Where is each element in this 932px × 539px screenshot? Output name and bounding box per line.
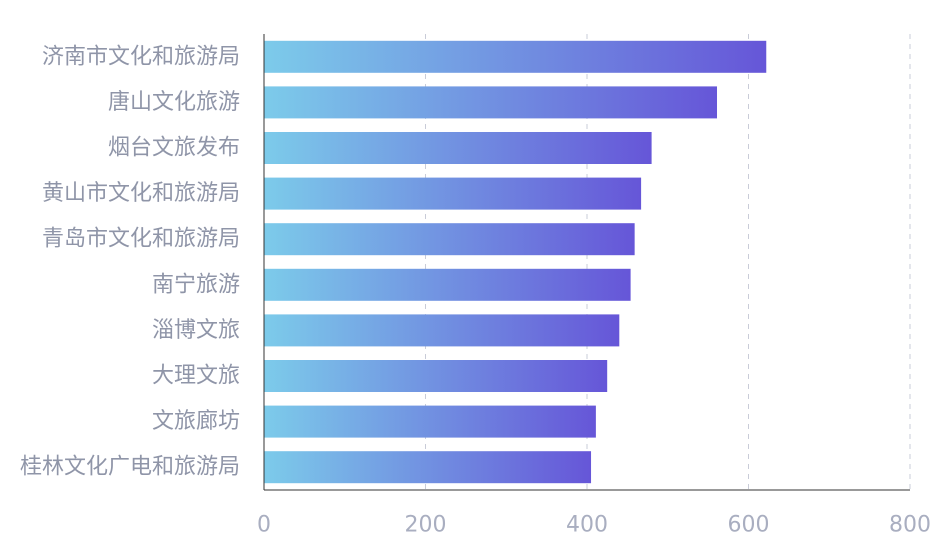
bars — [264, 40, 767, 484]
x-tick-label-800: 800 — [889, 513, 931, 538]
bar-0 — [264, 40, 767, 73]
category-label-4: 青岛市文化和旅游局 — [42, 227, 240, 252]
bar-5 — [264, 268, 631, 301]
bar-7 — [264, 360, 608, 392]
bar-1 — [264, 86, 718, 119]
bar-8 — [264, 405, 596, 438]
category-label-8: 文旅廊坊 — [152, 409, 240, 434]
bar-3 — [264, 177, 642, 210]
category-labels: 济南市文化和旅游局唐山文化旅游烟台文旅发布黄山市文化和旅游局青岛市文化和旅游局南… — [20, 44, 240, 479]
x-tick-label-0: 0 — [257, 513, 271, 538]
x-tick-label-600: 600 — [728, 513, 770, 538]
x-tick-label-200: 200 — [405, 513, 447, 538]
x-tick-labels: 0 200 400 600 800 — [257, 513, 931, 538]
category-label-6: 淄博文旅 — [152, 318, 240, 343]
category-label-3: 黄山市文化和旅游局 — [42, 181, 240, 206]
bar-6 — [264, 314, 620, 347]
category-label-5: 南宁旅游 — [152, 272, 240, 297]
axes — [263, 34, 910, 491]
bar-2 — [264, 132, 652, 164]
category-label-7: 大理文旅 — [152, 364, 240, 389]
bar-9 — [264, 451, 592, 484]
category-label-2: 烟台文旅发布 — [108, 136, 240, 161]
category-label-9: 桂林文化广电和旅游局 — [20, 455, 240, 480]
bar-4 — [264, 223, 635, 256]
x-tick-label-400: 400 — [566, 513, 608, 538]
category-label-1: 唐山文化旅游 — [108, 90, 240, 115]
category-label-0: 济南市文化和旅游局 — [42, 44, 240, 69]
